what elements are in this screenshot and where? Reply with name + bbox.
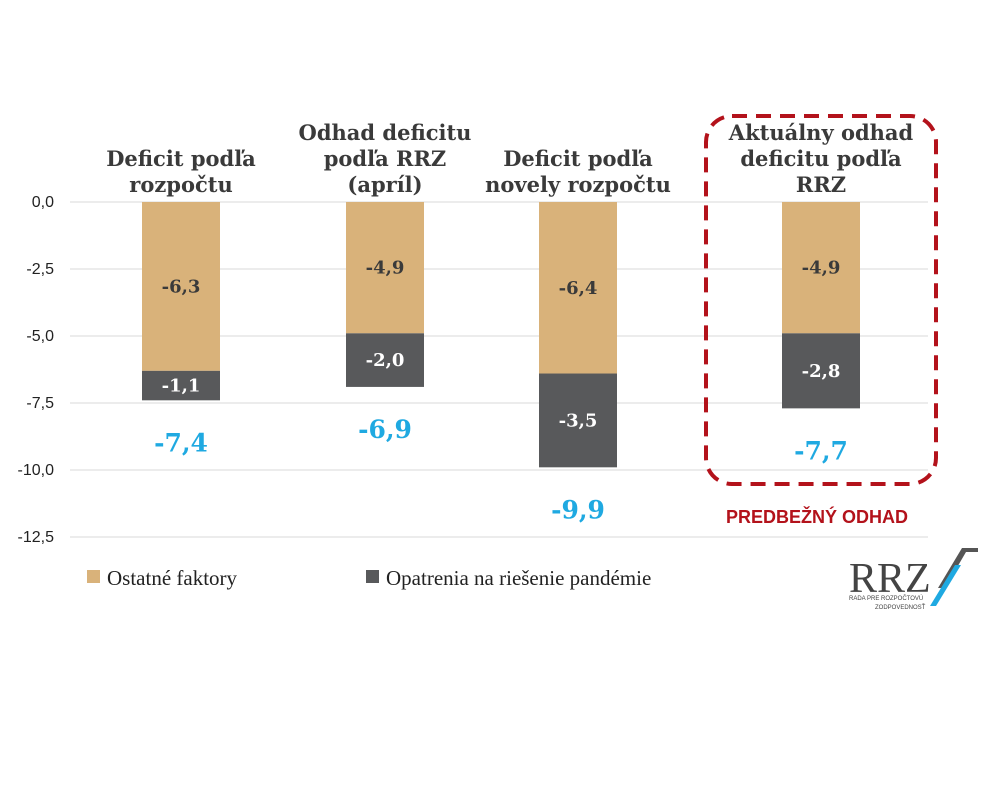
bar-segment [142, 202, 220, 371]
highlight-note: PREDBEŽNÝ ODHAD [726, 506, 908, 527]
category-title-line: Deficit podľa [106, 146, 256, 171]
segment-label: -2,0 [366, 350, 405, 371]
bar-segment [539, 202, 617, 374]
category-title-line: Odhad deficitu [299, 120, 472, 145]
y-tick-label: -10,0 [18, 462, 55, 479]
total-label: -9,9 [551, 495, 605, 524]
total-labels: -7,4 -6,9 -9,9 -7,7 [154, 415, 848, 524]
legend-label-ostatne: Ostatné faktory [107, 566, 238, 590]
logo-mark-blue [930, 565, 961, 606]
y-tick-label: -12,5 [18, 529, 55, 546]
segment-label: -4,9 [366, 258, 405, 279]
category-title-line: novely rozpočtu [485, 172, 671, 197]
logo-subtitle-line-1: RADA PRE ROZPOČTOVÚ [849, 595, 923, 602]
category-title-line: Deficit podľa [503, 146, 653, 171]
legend-swatch-opatrenia [366, 570, 379, 583]
bars: -6,3 -1,1 -4,9 -2,0 -6,4 -3,5 -4,9 -2,8 [142, 202, 860, 468]
bar-segment [539, 373, 617, 468]
category-title-line: Aktuálny odhad [728, 120, 914, 145]
segment-label: -3,5 [559, 410, 598, 431]
legend-label-opatrenia: Opatrenia na riešenie pandémie [386, 566, 651, 590]
segment-label: -4,9 [802, 258, 841, 279]
category-title-line: deficitu podľa [740, 146, 902, 171]
bar-segment [782, 202, 860, 334]
segment-label: -6,3 [162, 276, 201, 297]
bar-segment [782, 333, 860, 409]
legend: Ostatné faktory Opatrenia na riešenie pa… [87, 566, 651, 590]
segment-label: -2,8 [802, 361, 841, 382]
bar-segment [346, 202, 424, 334]
total-label: -7,7 [794, 436, 848, 465]
logo-subtitle-line-2: ZODPOVEDNOSŤ [875, 603, 926, 611]
y-tick-label: -7,5 [26, 395, 54, 412]
category-title-line: podľa RRZ [324, 146, 447, 171]
category-title-line: rozpočtu [129, 172, 232, 197]
y-tick-label: -2,5 [26, 261, 54, 278]
segment-label: -1,1 [162, 376, 201, 397]
y-axis-ticks: 0,0 -2,5 -5,0 -7,5 -10,0 -12,5 [18, 194, 55, 546]
total-label: -6,9 [358, 415, 412, 444]
y-tick-label: -5,0 [26, 328, 54, 345]
bar-segment [142, 370, 220, 401]
category-title-line: (apríl) [347, 172, 422, 197]
segment-label: -6,4 [559, 278, 598, 299]
bar-segment [346, 333, 424, 387]
y-tick-label: 0,0 [32, 194, 54, 211]
category-title-line: RRZ [796, 172, 846, 197]
rrz-logo: RRZ RADA PRE ROZPOČTOVÚ ZODPOVEDNOSŤ [849, 548, 978, 611]
logo-text: RRZ [849, 556, 931, 602]
total-label: -7,4 [154, 428, 208, 457]
legend-swatch-ostatne [87, 570, 100, 583]
